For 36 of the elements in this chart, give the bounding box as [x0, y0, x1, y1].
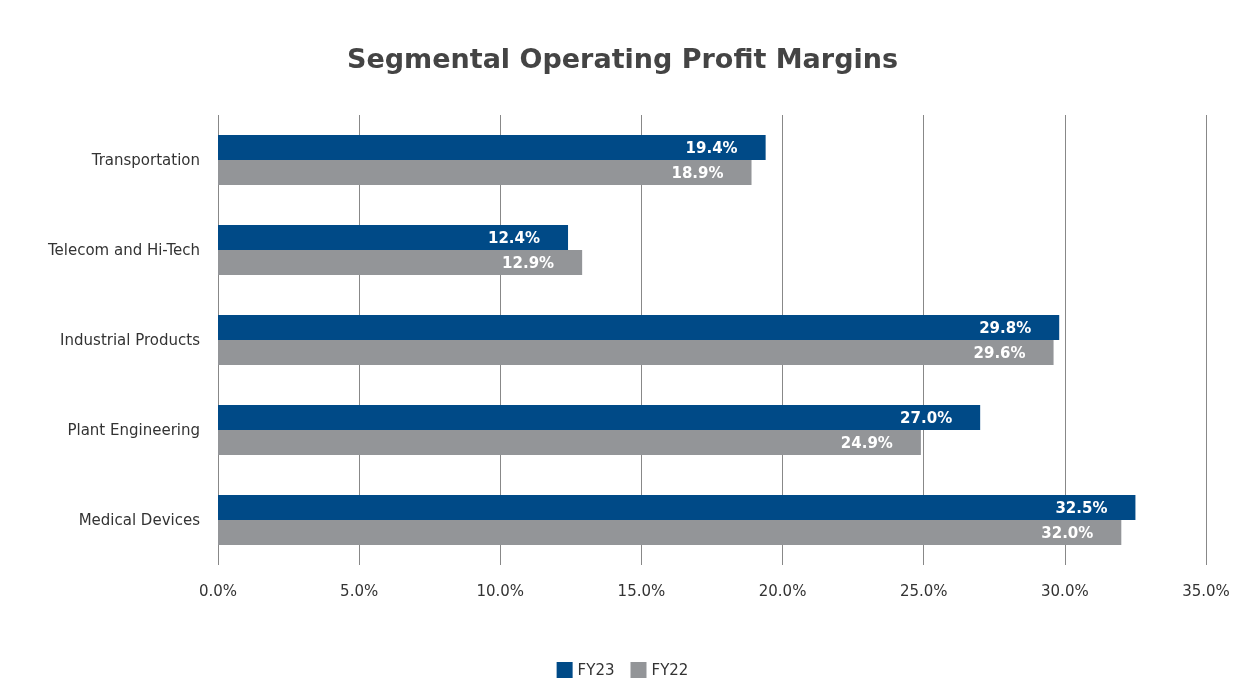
bar	[218, 495, 1136, 520]
chart-title: Segmental Operating Profit Margins	[346, 43, 899, 74]
data-label: 32.5%	[1055, 498, 1108, 517]
data-label: 32.0%	[1041, 523, 1094, 542]
x-tick-label: 20.0%	[758, 581, 807, 600]
x-tick-label: 5.0%	[340, 581, 379, 600]
y-tick-label: Plant Engineering	[67, 421, 200, 439]
legend-label: FY23	[577, 661, 615, 679]
data-label: 29.6%	[973, 343, 1026, 362]
bar	[218, 405, 981, 430]
x-tick-label: 15.0%	[617, 581, 666, 600]
bar	[218, 315, 1060, 340]
bar	[218, 160, 752, 185]
y-tick-label: Transportation	[90, 151, 200, 169]
data-label: 27.0%	[900, 408, 953, 427]
x-tick-label: 30.0%	[1041, 581, 1089, 600]
y-tick-label: Medical Devices	[78, 511, 201, 529]
x-tick-label: 10.0%	[476, 581, 525, 600]
data-label: 24.9%	[840, 433, 893, 452]
data-label: 18.9%	[671, 163, 724, 182]
bar	[218, 430, 921, 455]
y-tick-label: Industrial Products	[60, 331, 201, 349]
bar	[218, 250, 583, 275]
x-tick-label: 35.0%	[1182, 581, 1230, 600]
y-tick-label: Telecom and Hi-Tech	[46, 241, 200, 259]
x-tick-label: 25.0%	[899, 581, 948, 600]
data-label: 12.4%	[487, 228, 541, 247]
data-label: 12.9%	[502, 253, 555, 272]
bar	[218, 340, 1054, 365]
bar	[218, 225, 569, 250]
x-tick-label: 0.0%	[198, 581, 238, 600]
data-label: 19.4%	[685, 138, 738, 157]
legend-label: FY22	[651, 661, 689, 679]
bar	[218, 135, 766, 160]
bar	[218, 520, 1122, 545]
data-label: 29.8%	[979, 318, 1032, 337]
